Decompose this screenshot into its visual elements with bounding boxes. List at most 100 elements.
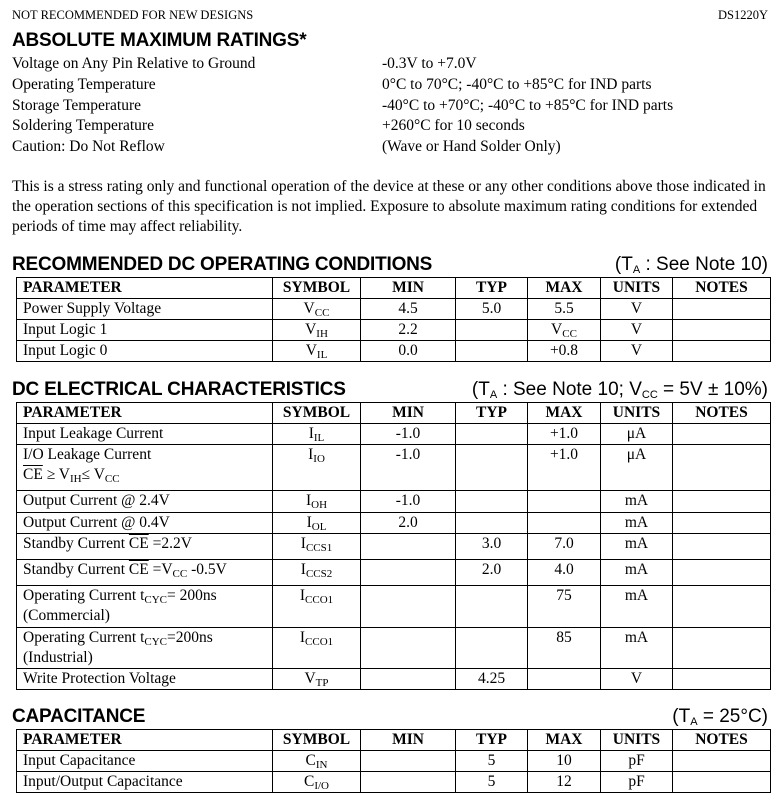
text: (T <box>471 379 490 400</box>
cell-max: 4.0 <box>527 559 601 586</box>
cell-min <box>360 771 456 793</box>
text: Input Logic 1 <box>23 321 108 338</box>
cell-notes <box>672 319 771 341</box>
table-row: Input Logic 0 VIL 0.0 +0.8 V <box>16 340 771 362</box>
column-header: NOTES <box>672 402 771 424</box>
cell-typ: 5.0 <box>455 298 528 320</box>
cell-max: VCC <box>527 319 601 341</box>
column-header: NOTES <box>672 277 771 299</box>
column-header: MIN <box>360 402 456 424</box>
spec-table: PARAMETER SYMBOL MIN TYP MAX UNITS NOTES Input … <box>16 402 771 690</box>
cell-typ <box>455 585 528 628</box>
rating-label: Soldering Temperature <box>12 117 154 135</box>
subscript: IO <box>313 453 325 465</box>
cell-symbol: IIO <box>272 444 361 491</box>
cell-parameter: Input Leakage Current <box>16 423 273 445</box>
subscript: CCS1 <box>305 542 333 554</box>
table-row: Power Supply Voltage VCC 4.5 5.0 5.5 V <box>16 298 771 320</box>
cell-min <box>360 750 456 772</box>
cell-notes <box>672 298 771 320</box>
cell-units: μA <box>600 423 673 445</box>
table-row: Operating Current tCYC= 200ns (Commercial… <box>16 585 771 628</box>
text: 85 <box>556 629 572 646</box>
text: V <box>551 321 563 338</box>
text: Operating Current t <box>23 587 145 604</box>
table-row: Input Leakage Current IIL -1.0 +1.0 μA <box>16 423 771 445</box>
rating-row: Caution: Do Not Reflow (Wave or Hand Sold… <box>12 137 673 158</box>
cell-max: +1.0 <box>527 444 601 491</box>
table-row: Output Current @ 0.4V IOL 2.0 mA <box>16 512 771 534</box>
text: mA <box>624 561 649 578</box>
cell-max: 75 <box>527 585 601 628</box>
text: -1.0 <box>395 446 421 463</box>
cell-notes <box>672 490 771 513</box>
cell-notes <box>672 627 771 669</box>
rating-row: Voltage on Any Pin Relative to Ground -0.… <box>12 54 673 75</box>
section-title: DC ELECTRICAL CHARACTERISTICS <box>12 379 346 400</box>
cell-max <box>527 512 601 534</box>
cell-symbol: VCC <box>272 298 361 320</box>
cell-typ <box>455 423 528 445</box>
text: (T <box>672 706 691 727</box>
cell-symbol: ICCS2 <box>272 559 361 586</box>
column-header: MIN <box>360 277 456 299</box>
text: Input Capacitance <box>23 752 136 769</box>
text: Standby Current <box>23 535 129 552</box>
cell-parameter: I/O Leakage Current CE ≥ VIH≤ VCC <box>16 444 273 491</box>
table-row: Output Current @ 2.4V IOH -1.0 mA <box>16 490 771 513</box>
cell-parameter: Input Capacitance <box>16 750 273 772</box>
text: +0.8 <box>549 342 579 359</box>
cell-units: mA <box>600 490 673 513</box>
text: : See Note 10; V <box>497 379 642 400</box>
cell-units: mA <box>600 585 673 628</box>
cell-typ <box>455 512 528 534</box>
subscript: A <box>632 264 641 276</box>
not-recommended-notice: NOT RECOMMENDED FOR NEW DESIGNS <box>12 8 254 22</box>
text: μA <box>626 446 647 463</box>
subscript: IN <box>315 759 328 771</box>
cell-max: 12 <box>527 771 601 793</box>
rating-value: (Wave or Hand Solder Only) <box>382 138 561 156</box>
text: Input Leakage Current <box>23 425 164 442</box>
cell-notes <box>672 340 771 362</box>
column-header: TYP <box>455 729 528 751</box>
text: mA <box>624 587 649 604</box>
cell-parameter: Power Supply Voltage <box>16 298 273 320</box>
text: = 200ns <box>167 587 217 604</box>
text: Output Current @ 0.4V <box>23 514 170 531</box>
cell-notes <box>672 533 771 560</box>
text: =200ns <box>167 629 213 646</box>
cell-min <box>360 533 456 560</box>
text: mA <box>624 514 649 531</box>
subscript: IL <box>316 349 328 361</box>
table-row: I/O Leakage Current CE ≥ VIH≤ VCC IIO -1.0 +… <box>16 444 771 491</box>
header-row: PARAMETER SYMBOL MIN TYP MAX UNITS NOTES <box>16 277 771 299</box>
text: +1.0 <box>549 425 579 442</box>
text: C <box>305 752 316 769</box>
rating-row: Operating Temperature 0°C to 70°C; -40°C … <box>12 75 673 96</box>
cell-min <box>360 559 456 586</box>
cell-min <box>360 668 456 690</box>
subscript: CCO1 <box>305 594 334 606</box>
subscript: CC <box>562 328 577 340</box>
text: I <box>305 492 312 509</box>
cell-notes <box>672 512 771 534</box>
cell-units: mA <box>600 533 673 560</box>
section-title: CAPACITANCE <box>12 706 146 727</box>
subscript: CCS2 <box>305 568 333 580</box>
text: C <box>303 773 315 790</box>
overline-signal: CE <box>23 466 43 483</box>
text: V <box>630 300 643 317</box>
text: -0.5V <box>187 561 227 578</box>
cell-symbol: CIN <box>272 750 361 772</box>
cell-typ <box>455 490 528 513</box>
subscript: OH <box>311 499 328 511</box>
text: I <box>308 446 314 463</box>
text: = 5V ± 10%) <box>657 379 768 400</box>
text: (Industrial) <box>23 649 93 666</box>
cell-typ: 2.0 <box>455 559 528 586</box>
text: 3.0 <box>481 535 502 552</box>
text: I <box>300 561 306 578</box>
cell-parameter: Standby Current CE =2.2V <box>16 533 273 560</box>
cell-min: 2.0 <box>360 512 456 534</box>
